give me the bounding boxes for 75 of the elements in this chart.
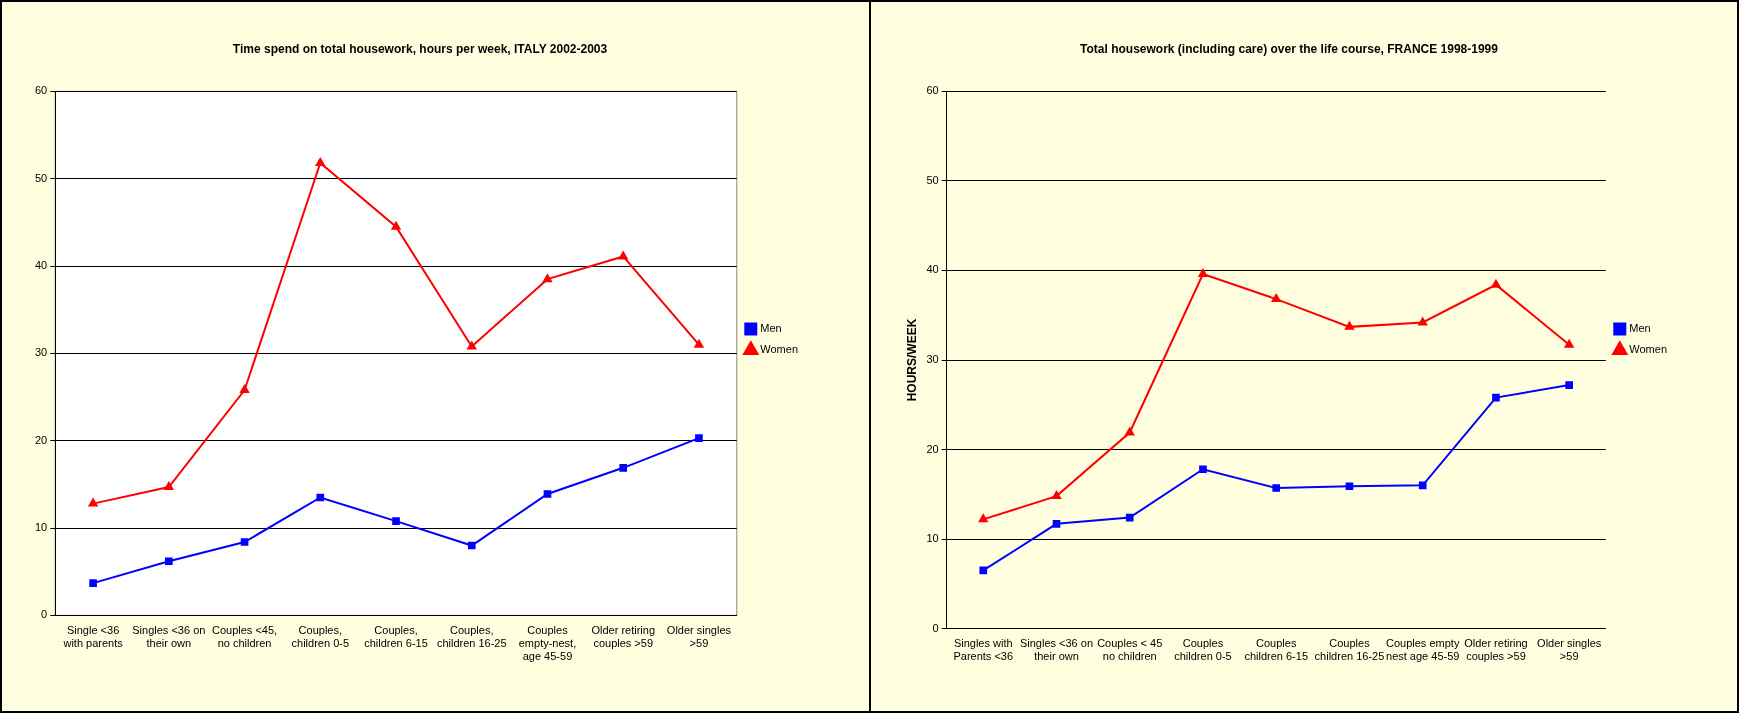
point: [1344, 321, 1354, 330]
x-tick-label: Couples <45, no children: [211, 624, 278, 650]
chart-title: Total housework (including care) over the life course, FRANCE 1998-1999: [1079, 41, 1498, 56]
x-tick-label: Couples, children 6-15: [364, 624, 428, 650]
point: [619, 463, 628, 472]
y-tick-label: 0: [41, 608, 48, 621]
chart-title: Time spend on total housework, hours per week, ITALY 2002-2003: [232, 41, 608, 56]
point: [165, 557, 173, 566]
point: [1491, 393, 1500, 402]
point: [315, 158, 325, 167]
y-tick-label: 60: [34, 84, 48, 97]
y-axis-title: HOURS/WEEK: [904, 318, 919, 402]
legend-label: Women: [760, 343, 798, 356]
y-tick-label: 30: [925, 353, 939, 366]
point: [1271, 484, 1280, 492]
y-tick-label: 20: [925, 442, 939, 455]
point: [1198, 465, 1207, 474]
point: [1124, 427, 1134, 436]
y-tick-label: 10: [925, 532, 939, 545]
point: [240, 538, 249, 546]
point: [391, 221, 401, 230]
point: [467, 341, 477, 350]
x-tick-label: Older singles >59: [1536, 637, 1602, 663]
point: [978, 566, 987, 575]
point: [1490, 279, 1500, 288]
point: [1198, 269, 1207, 278]
legend-label: Men: [1628, 322, 1651, 335]
point: [1417, 317, 1427, 326]
x-tick-label: Older singles >59: [666, 624, 732, 650]
point: [392, 517, 400, 525]
point: [89, 579, 97, 587]
x-tick-label: Older retiring couples >59: [1463, 637, 1528, 663]
point: [164, 482, 174, 491]
point: [1564, 381, 1573, 389]
x-tick-label: Couples children 16-25: [1314, 637, 1384, 663]
x-tick-label: Singles with Parents <36: [952, 637, 1013, 663]
point: [467, 541, 476, 550]
y-tick-label: 50: [925, 173, 939, 186]
point: [543, 274, 552, 283]
x-tick-label: Couples empty-nest, age 45-59: [518, 624, 577, 663]
point: [316, 493, 325, 502]
point: [694, 339, 704, 348]
point: [1052, 520, 1060, 528]
point: [1125, 513, 1134, 522]
legend-label: Women: [1628, 343, 1667, 356]
x-tick-label: Couples < 45 no children: [1096, 637, 1162, 663]
point: [88, 498, 98, 507]
point: [1051, 491, 1061, 500]
y-tick-label: 50: [34, 171, 48, 184]
x-tick-label: Singles <36 on their own: [1019, 637, 1093, 663]
y-tick-label: 60: [925, 84, 939, 97]
x-tick-label: Couples children 6-15: [1243, 637, 1308, 663]
y-tick-label: 10: [34, 521, 48, 534]
x-tick-label: Couples, children 16-25: [436, 624, 507, 650]
x-tick-label: Couples, children 0-5: [291, 624, 350, 650]
y-tick-label: 30: [34, 346, 48, 359]
point: [695, 434, 703, 442]
legend-label: Men: [760, 322, 782, 335]
y-tick-label: 40: [925, 263, 939, 276]
y-tick-label: 40: [34, 259, 48, 272]
x-tick-label: Older retiring couples >59: [591, 624, 655, 650]
point: [543, 490, 552, 498]
point: [1271, 294, 1281, 303]
x-tick-label: Couples children 0-5: [1173, 637, 1232, 663]
x-tick-label: Single <36 with parents: [62, 624, 124, 650]
y-tick-label: 0: [932, 621, 939, 634]
point: [978, 514, 988, 523]
y-tick-label: 20: [34, 433, 48, 446]
x-tick-label: Couples empty nest age 45-59: [1385, 637, 1460, 663]
point: [1418, 481, 1427, 490]
point: [1564, 339, 1574, 348]
point: [1345, 482, 1353, 491]
point: [240, 385, 250, 394]
point: [618, 251, 628, 260]
x-tick-label: Singles <36 on their own: [132, 624, 206, 650]
